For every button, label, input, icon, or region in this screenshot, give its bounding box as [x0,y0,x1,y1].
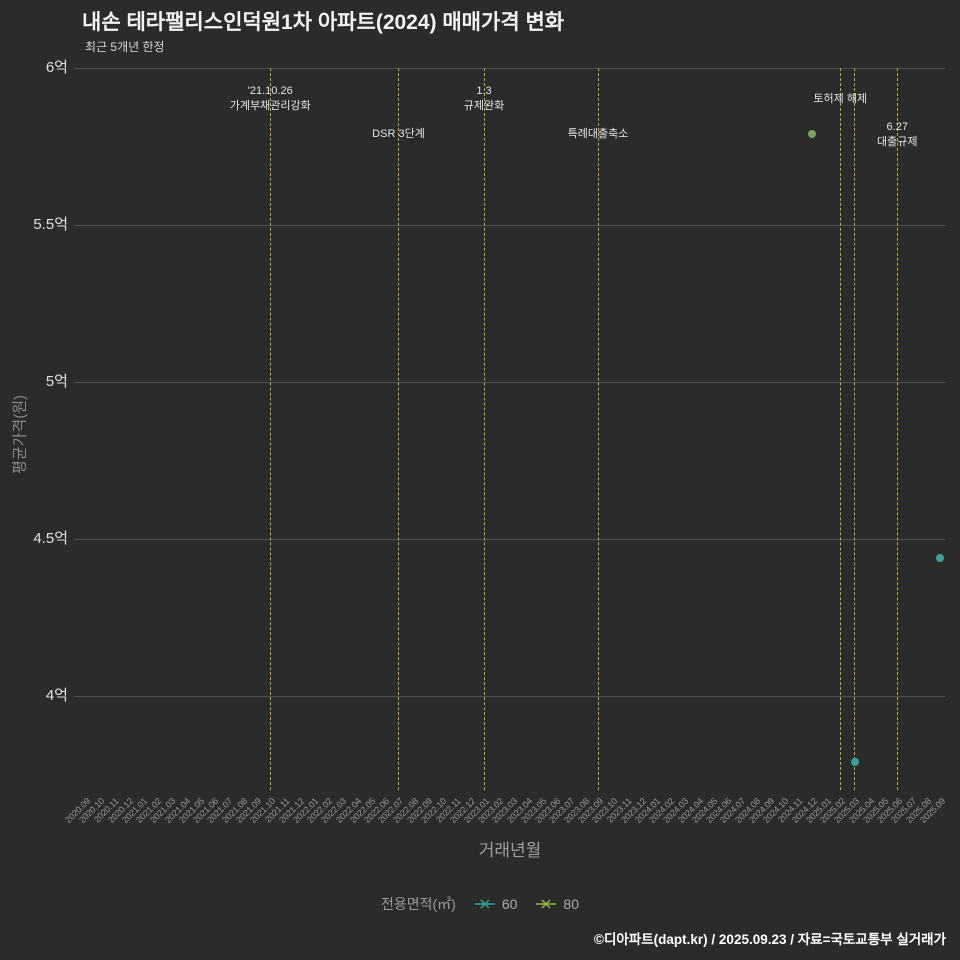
event-line [896,68,898,790]
event-line [839,68,841,790]
event-line [269,68,271,790]
y-tick-label: 6억 [45,59,68,76]
legend: 전용면적(㎡) 60 80 [0,894,960,914]
gridline [75,695,945,697]
legend-item-60[interactable]: 60 [474,896,518,912]
event-annotation: 규제완화 [463,100,505,112]
y-tick-label: 4.5억 [33,530,68,547]
event-annotation: DSR 3단계 [372,128,425,140]
event-line [597,68,599,790]
page-title: 내손 테라팰리스인덕원1차 아파트(2024) 매매가격 변화 [82,11,565,34]
data-point-60[interactable] [850,757,859,766]
series-80-marker-icon [536,899,557,909]
event-annotation: 토허제 해제 [813,93,868,105]
event-annotation: 1.3 [476,85,492,97]
gridline [75,538,945,540]
gridline [75,381,945,383]
event-annotation: 6.27 [886,121,908,133]
gridline [75,67,945,69]
gridline [75,224,945,226]
y-tick-label: 5억 [45,373,68,390]
legend-item-label: 60 [501,896,518,912]
x-axis-title: 거래년월 [478,841,542,860]
copyright-footer: ©디아파트(dapt.kr) / 2025.09.23 / 자료=국토교통부 실… [594,932,946,947]
event-annotation: '21.10.26 [247,85,293,97]
legend-item-label: 80 [563,896,579,912]
event-annotation: 가계부채관리강화 [229,100,311,112]
event-annotation: 특례대출축소 [567,128,629,140]
event-annotation: 대출규제 [877,136,918,148]
legend-item-80[interactable]: 80 [535,896,579,912]
data-point-80[interactable] [807,129,816,138]
y-tick-label: 4억 [45,687,68,704]
data-point-60[interactable] [936,553,944,562]
event-line [483,68,485,790]
y-tick-label: 5.5억 [33,216,68,233]
legend-title: 전용면적(㎡) [380,896,456,912]
series-60-marker-icon [474,899,495,909]
page-subtitle: 최근 5개년 한정 [85,40,165,54]
event-line [854,68,855,790]
event-line [398,68,399,790]
